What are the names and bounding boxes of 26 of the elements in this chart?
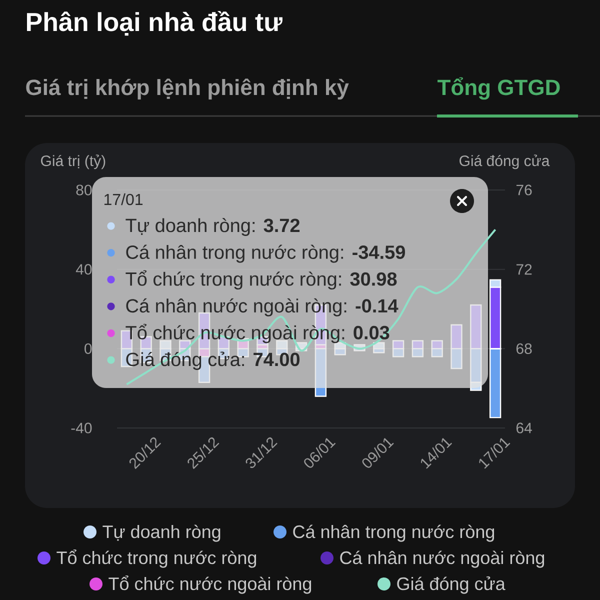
text: Tổng GTGD — [438, 77, 560, 100]
legend-label: Tổ chức nước ngoài ròng — [108, 575, 312, 594]
chart-title: Phân loại nhà đầu tư — [27, 11, 282, 36]
annotation: Tổ chức trong nước ròng: 30.98 — [126, 270, 397, 290]
legend-label: Cá nhân trong nước ròng — [293, 524, 494, 542]
legend-label: Tự doanh ròng — [102, 524, 220, 542]
y2-tick-label: 72 — [516, 264, 532, 275]
y2-axis-title: Giá đóng cửa — [460, 154, 550, 170]
y-tick-label: 80 — [76, 184, 92, 196]
legend-label: Tổ chức trong nước ròng — [56, 549, 256, 568]
y2-tick-label: 76 — [516, 184, 532, 196]
annotation: 17/01 — [104, 193, 143, 206]
text: Giá trị khớp lệnh phiên định kỳ — [26, 78, 349, 100]
annotation: Tự doanh ròng: 3.72 — [126, 218, 300, 236]
y2-tick-label: 68 — [516, 343, 532, 354]
y-axis-title: Giá trị (tỷ) — [41, 154, 106, 170]
y-tick-label: -40 — [71, 422, 92, 434]
annotation: Giá đóng cửa: 74.00 — [126, 352, 300, 370]
y2-tick-label: 64 — [516, 422, 532, 434]
y-tick-label: 0 — [84, 343, 92, 354]
y-tick-label: 40 — [76, 264, 92, 275]
annotation: Tổ chức nước ngoài ròng: 0.03 — [126, 324, 390, 344]
annotation: Cá nhân trong nước ròng: -34.59 — [126, 244, 406, 263]
legend-label: Cá nhân nước ngoài ròng — [340, 550, 544, 568]
annotation: Cá nhân nước ngoài ròng: -0.14 — [126, 298, 398, 316]
legend-label: Giá đóng cửa — [397, 576, 506, 594]
